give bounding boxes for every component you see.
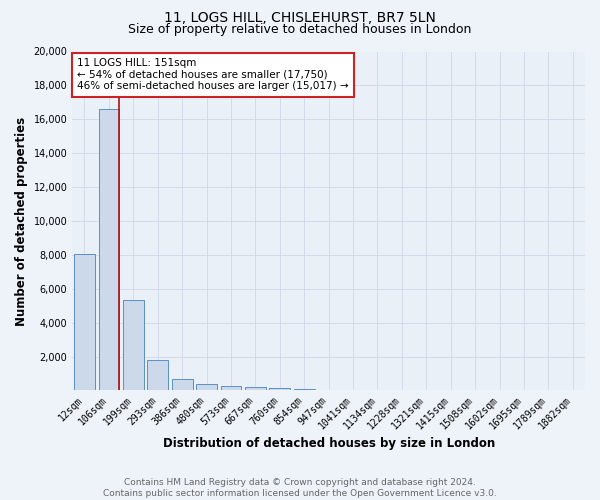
Bar bbox=[294, 388, 314, 390]
Bar bbox=[196, 384, 217, 390]
Bar bbox=[245, 388, 266, 390]
Bar bbox=[269, 388, 290, 390]
Bar bbox=[123, 300, 144, 390]
Bar bbox=[98, 109, 119, 390]
Text: Contains HM Land Registry data © Crown copyright and database right 2024.
Contai: Contains HM Land Registry data © Crown c… bbox=[103, 478, 497, 498]
Text: 11 LOGS HILL: 151sqm
← 54% of detached houses are smaller (17,750)
46% of semi-d: 11 LOGS HILL: 151sqm ← 54% of detached h… bbox=[77, 58, 349, 92]
Y-axis label: Number of detached properties: Number of detached properties bbox=[15, 116, 28, 326]
Text: Size of property relative to detached houses in London: Size of property relative to detached ho… bbox=[128, 22, 472, 36]
Text: 11, LOGS HILL, CHISLEHURST, BR7 5LN: 11, LOGS HILL, CHISLEHURST, BR7 5LN bbox=[164, 11, 436, 25]
X-axis label: Distribution of detached houses by size in London: Distribution of detached houses by size … bbox=[163, 437, 495, 450]
Bar bbox=[221, 386, 241, 390]
Bar bbox=[148, 360, 168, 390]
Bar bbox=[74, 254, 95, 390]
Bar bbox=[172, 378, 193, 390]
